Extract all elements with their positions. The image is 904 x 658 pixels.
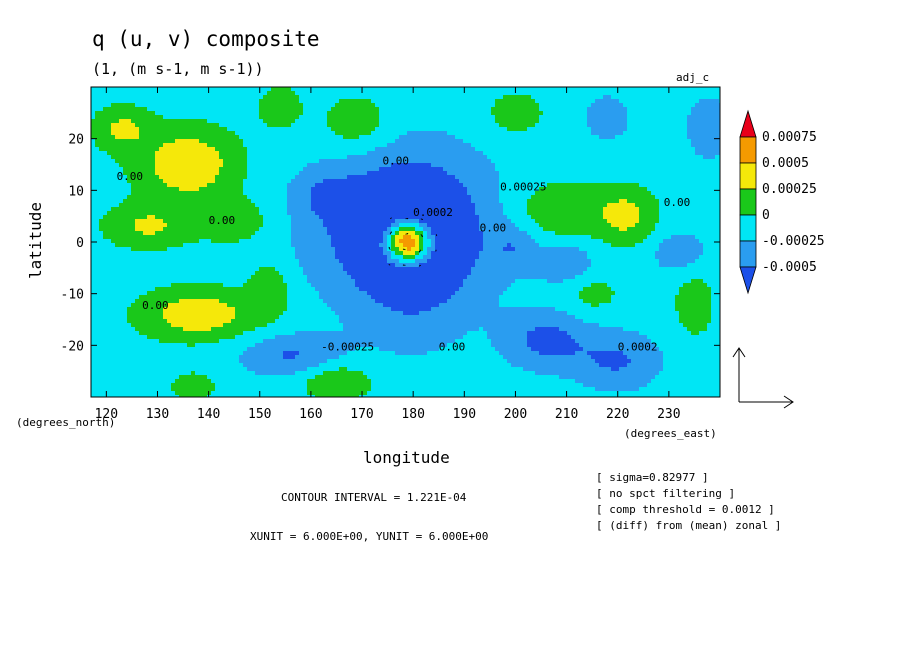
y-units-label: (degrees_north): [16, 416, 115, 429]
colorbar-segment: [740, 241, 756, 267]
x-tick-label: 220: [606, 407, 629, 422]
colorbar-segment: [740, 189, 756, 215]
x-tick-label: 140: [197, 407, 220, 422]
note-line: [ no spct filtering ]: [596, 487, 735, 500]
note-line: [ (diff) from (mean) zonal ]: [596, 519, 781, 532]
x-units-label: (degrees_east): [624, 427, 717, 440]
y-tick-label: 20: [68, 133, 84, 148]
note-line: [ comp threshold = 0.0012 ]: [596, 503, 775, 516]
chart-subtitle: (1, (m s-1, m s-1)): [92, 60, 264, 78]
reference-vector: [733, 348, 793, 408]
contour-label: 0.00: [439, 341, 466, 354]
vector-units: XUNIT = 6.000E+00, YUNIT = 6.000E+00: [250, 530, 488, 543]
colorbar-label: 0: [762, 208, 770, 223]
y-tick-label: -20: [61, 339, 84, 354]
colorbar-segment: [740, 111, 756, 137]
x-tick-label: 190: [453, 407, 476, 422]
wind-vector-head: [407, 233, 408, 234]
x-tick-label: 150: [248, 407, 271, 422]
x-tick-label: 230: [657, 407, 680, 422]
contour-label: 0.00: [480, 222, 507, 235]
x-tick-label: 170: [350, 407, 373, 422]
wind-vector-head: [407, 218, 408, 219]
panel-tag: adj_c: [676, 71, 709, 84]
y-tick-label: 10: [68, 184, 84, 199]
contour-label: 0.00: [382, 155, 409, 168]
contour-label: 0.00: [142, 299, 169, 312]
x-tick-label: 210: [555, 407, 578, 422]
colorbar-segment: [740, 137, 756, 163]
contour-interval: CONTOUR INTERVAL = 1.221E-04: [281, 491, 467, 504]
colorbar-label: -0.00025: [762, 234, 825, 249]
contour-label: 0.00025: [500, 180, 546, 193]
note-line: [ sigma=0.82977 ]: [596, 471, 709, 484]
contour-label: 0.00: [117, 170, 144, 183]
x-tick-label: 200: [504, 407, 527, 422]
colorbar-segment: [740, 215, 756, 241]
x-tick-label: 180: [401, 407, 424, 422]
x-tick-label: 130: [146, 407, 169, 422]
colorbar-label: 0.00025: [762, 182, 817, 197]
y-axis-label: latitude: [26, 202, 45, 279]
contour-label: 0.0002: [413, 206, 453, 219]
y-tick-label: -10: [61, 288, 84, 303]
colorbar: 0.00075 0.0005 0.00025 0 -0.00025 -0.0005: [740, 111, 825, 293]
contour-label: 0.00: [664, 196, 691, 209]
colorbar-segment: [740, 163, 756, 189]
colorbar-label: 0.0005: [762, 156, 809, 171]
wind-vector-head: [403, 249, 404, 250]
colorbar-label: -0.0005: [762, 260, 817, 275]
x-axis-label: longitude: [363, 448, 450, 467]
wind-vector-head: [403, 265, 404, 266]
contour-label: 0.00: [209, 214, 236, 227]
chart-title: q (u, v) composite: [92, 27, 320, 51]
x-tick-label: 160: [299, 407, 322, 422]
contour-label: -0.00025: [321, 341, 374, 354]
contour-label: 0.0002: [618, 341, 658, 354]
colorbar-segment: [740, 267, 756, 293]
y-tick-label: 0: [76, 236, 84, 251]
info-notes: [ sigma=0.82977 ] [ no spct filtering ] …: [596, 471, 781, 532]
colorbar-label: 0.00075: [762, 130, 817, 145]
